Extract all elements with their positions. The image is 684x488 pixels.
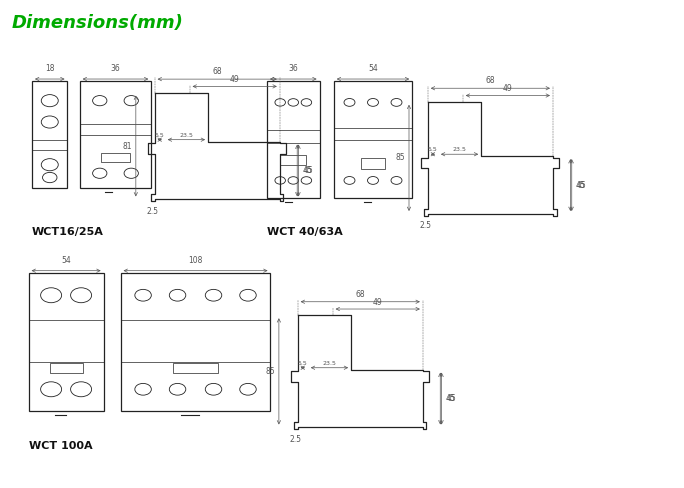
Text: 36: 36: [289, 64, 298, 73]
Text: 45: 45: [304, 166, 313, 175]
Text: 68: 68: [213, 67, 222, 76]
Text: 2.5: 2.5: [290, 435, 302, 444]
Text: 49: 49: [373, 298, 382, 306]
Text: 23.5: 23.5: [453, 147, 466, 152]
Text: WCT 40/63A: WCT 40/63A: [267, 227, 343, 237]
Text: 36: 36: [111, 64, 120, 73]
Text: 45: 45: [577, 181, 587, 189]
Text: 23.5: 23.5: [323, 361, 337, 366]
Text: 23.5: 23.5: [179, 133, 194, 138]
Bar: [173, 363, 218, 373]
Text: 68: 68: [486, 76, 495, 85]
Bar: [32, 81, 68, 188]
Text: 108: 108: [188, 256, 202, 265]
Text: 68: 68: [356, 290, 365, 299]
Text: 49: 49: [230, 75, 239, 84]
Text: 85: 85: [266, 367, 276, 376]
Text: 5.5: 5.5: [428, 147, 438, 152]
Text: 45: 45: [447, 394, 457, 403]
Text: 45: 45: [576, 181, 586, 189]
Text: 85: 85: [396, 153, 406, 163]
Bar: [101, 153, 130, 162]
Bar: [80, 81, 151, 188]
Text: 18: 18: [45, 64, 55, 73]
Text: 2.5: 2.5: [420, 221, 432, 230]
Text: 54: 54: [368, 64, 378, 73]
Bar: [267, 81, 319, 198]
Text: 2.5: 2.5: [146, 206, 159, 216]
Bar: [280, 155, 306, 165]
Text: 45: 45: [302, 166, 313, 175]
Text: Dimensions(mm): Dimensions(mm): [12, 14, 183, 32]
Text: WCT 100A: WCT 100A: [29, 441, 92, 450]
Text: WCT16/25A: WCT16/25A: [32, 227, 104, 237]
Text: 81: 81: [123, 142, 133, 150]
Bar: [334, 81, 412, 198]
Text: 45: 45: [446, 394, 456, 403]
Text: 54: 54: [62, 256, 71, 265]
Text: 49: 49: [503, 84, 513, 93]
Text: 5.5: 5.5: [298, 361, 308, 366]
Text: 5.5: 5.5: [155, 133, 165, 138]
Bar: [120, 273, 270, 411]
Bar: [50, 363, 83, 373]
Bar: [361, 158, 384, 169]
Bar: [29, 273, 103, 411]
